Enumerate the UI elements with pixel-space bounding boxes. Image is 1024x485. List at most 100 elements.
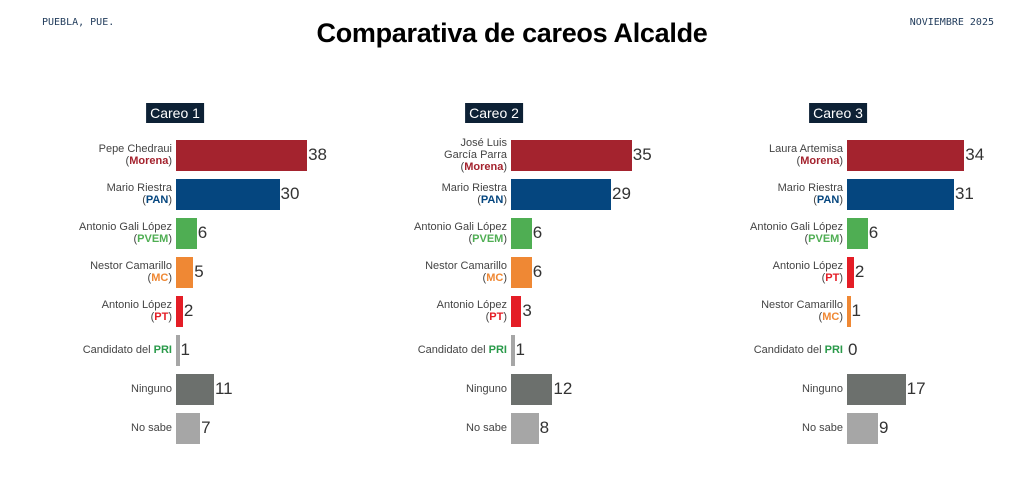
panel-title: Careo 1 <box>146 103 204 123</box>
value-label: 6 <box>197 223 208 242</box>
bar-label: Pepe Chedraui (Morena) <box>98 143 172 167</box>
candidate-name: Ninguno <box>802 383 843 395</box>
candidate-name: Antonio Gali López <box>414 221 507 233</box>
candidate-name: Ninguno <box>466 383 507 395</box>
bar <box>847 412 879 444</box>
value-label: 7 <box>201 418 211 437</box>
value-label: 38 <box>308 145 328 164</box>
value-label: 1 <box>851 301 861 320</box>
party-name: PAN <box>145 194 169 206</box>
value-label: 17 <box>906 379 926 398</box>
bar <box>847 373 906 405</box>
party-name: PT <box>825 272 840 284</box>
bar-label: Candidato del PRI <box>673 344 843 356</box>
bar <box>176 178 280 210</box>
bar-label: Mario Riestra (PAN) <box>106 182 172 206</box>
value-label: 5 <box>194 262 204 281</box>
bar-label: Antonio López (PT) <box>772 260 843 284</box>
party-name: MC <box>822 311 840 323</box>
party-name: PAN <box>480 194 504 206</box>
bar-label: No sabe <box>673 422 843 434</box>
candidate-name: Ninguno <box>131 383 172 395</box>
bar-label: Ninguno <box>673 383 843 395</box>
candidate-name: Pepe Chedraui <box>98 143 172 155</box>
bar <box>847 178 954 210</box>
candidate-name: José Luis García Parra <box>444 137 507 161</box>
bar <box>511 139 632 171</box>
party-name: Morena <box>464 161 504 173</box>
value-label: 31 <box>954 184 974 203</box>
bar <box>176 295 183 327</box>
value-label: 12 <box>553 379 573 398</box>
party-name: PT <box>489 311 504 323</box>
bar <box>847 295 851 327</box>
value-label: 1 <box>515 340 525 359</box>
bar-label: Candidato del PRI <box>337 344 507 356</box>
bar <box>176 217 197 249</box>
bar-label: Nestor Camarillo (MC) <box>761 299 843 323</box>
candidate-name: Candidato del <box>82 344 151 356</box>
bar-label: Laura Artemisa (Morena) <box>769 143 843 167</box>
value-label: 11 <box>214 379 233 398</box>
party-name: Morena <box>800 155 840 167</box>
bar <box>511 373 553 405</box>
date-label: NOVIEMBRE 2025 <box>909 17 994 28</box>
candidate-name: Antonio Gali López <box>79 221 172 233</box>
bar-label: Nestor Camarillo (MC) <box>425 260 507 284</box>
bar <box>511 178 612 210</box>
bar-label: Antonio Gali López (PVEM) <box>414 221 507 245</box>
candidate-name: Nestor Camarillo <box>761 299 843 311</box>
party-name: MC <box>151 272 169 284</box>
bar <box>176 373 214 405</box>
candidate-name: Mario Riestra <box>441 182 507 194</box>
bar-label: Mario Riestra (PAN) <box>777 182 843 206</box>
party-name: PRI <box>824 344 843 356</box>
bar-label: No sabe <box>337 422 507 434</box>
candidate-name: Laura Artemisa <box>769 143 843 155</box>
party-name: PVEM <box>472 233 504 245</box>
bar-label: Mario Riestra (PAN) <box>441 182 507 206</box>
bar <box>176 412 201 444</box>
bar <box>176 139 308 171</box>
bar <box>511 334 515 366</box>
candidate-name: Antonio López <box>101 299 172 311</box>
page-title: Comparativa de careos Alcalde <box>316 18 708 48</box>
bar <box>847 139 965 171</box>
bar-label: Candidato del PRI <box>2 344 172 356</box>
bar-label: Ninguno <box>2 383 172 395</box>
bar <box>511 412 539 444</box>
bar-label: Antonio López (PT) <box>101 299 172 323</box>
value-label: 30 <box>280 184 300 203</box>
panel-title: Careo 3 <box>809 103 867 123</box>
party-name: PVEM <box>808 233 840 245</box>
bar <box>511 217 532 249</box>
candidate-name: No sabe <box>131 422 172 434</box>
panel-title: Careo 2 <box>465 103 523 123</box>
bar <box>176 334 180 366</box>
candidate-name: Antonio López <box>772 260 843 272</box>
party-name: MC <box>486 272 504 284</box>
value-label: 6 <box>532 262 543 281</box>
location-label: PUEBLA, PUE. <box>42 17 115 28</box>
candidate-name: Candidato del <box>417 344 486 356</box>
bar-label: Ninguno <box>337 383 507 395</box>
candidate-name: No sabe <box>802 422 843 434</box>
party-name: Morena <box>129 155 169 167</box>
value-label: 34 <box>965 145 985 164</box>
bar <box>847 217 868 249</box>
value-label: 2 <box>183 301 194 320</box>
candidate-name: Nestor Camarillo <box>90 260 172 272</box>
candidate-name: Antonio López <box>436 299 507 311</box>
bar <box>847 256 854 288</box>
party-name: PRI <box>153 344 172 356</box>
value-label: 8 <box>539 418 550 437</box>
bar-label: Antonio Gali López (PVEM) <box>750 221 843 245</box>
party-name: PAN <box>816 194 840 206</box>
candidate-name: Mario Riestra <box>106 182 172 194</box>
candidate-name: Candidato del <box>753 344 822 356</box>
value-label: 1 <box>180 340 190 359</box>
party-name: PVEM <box>137 233 169 245</box>
bar <box>176 256 194 288</box>
value-label: 6 <box>532 223 543 242</box>
